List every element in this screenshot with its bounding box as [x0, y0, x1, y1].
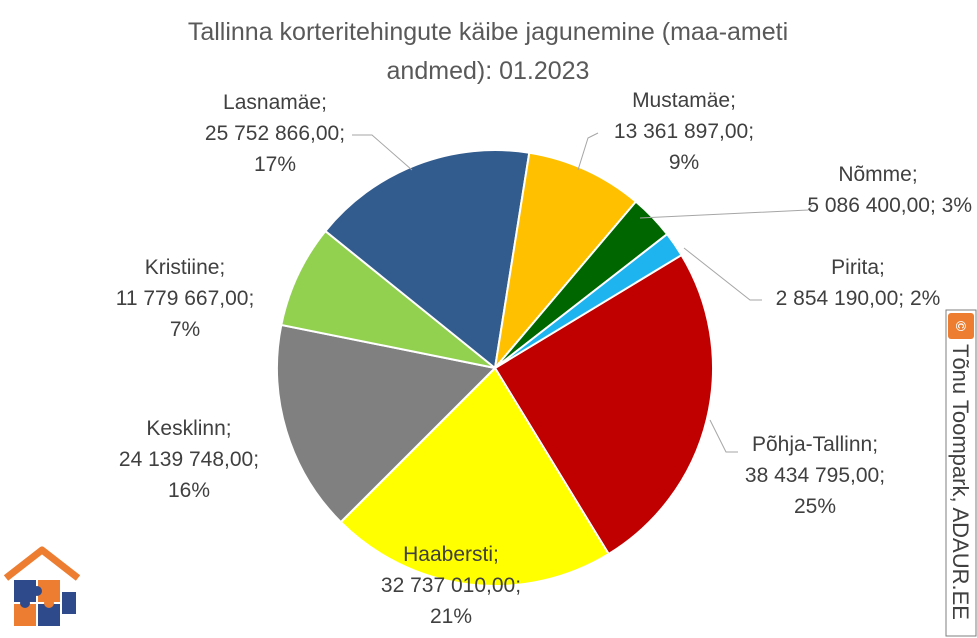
- leader-line-lasnamae: [352, 134, 413, 171]
- label-kristiine-value: 11 779 667,00;: [116, 287, 255, 310]
- leader-line-mustamae: [577, 132, 599, 171]
- leader-line-pirita: [683, 247, 762, 301]
- label-pirita-value: 2 854 190,00; 2%: [776, 287, 941, 310]
- credit-text: Tõnu Toompark, ADAUR.EE: [948, 344, 973, 620]
- pie-slice-pirita: [494, 232, 683, 369]
- copyright-symbol: ©: [953, 321, 969, 332]
- logo-puzzle-knob-3: [20, 598, 30, 608]
- label-lasnamae-value: 25 752 866,00;: [205, 122, 345, 145]
- logo-puzzle-piece-2: [38, 580, 60, 602]
- logo-puzzle-knob-1: [32, 586, 42, 596]
- logo-puzzle-piece-1: [14, 580, 36, 602]
- label-pohja-tallinn-value: 38 434 795,00;: [745, 464, 885, 487]
- leader-line-pohja-tallinn: [709, 419, 738, 453]
- label-nomme-value: 5 086 400,00; 3%: [807, 194, 972, 217]
- label-lasnamae-name: Lasnamäe;: [223, 91, 327, 114]
- label-nomme-name: Nõmme;: [838, 163, 917, 186]
- pie-slice-pohja-tallinn: [493, 253, 714, 556]
- pie-slice-kesklinn: [276, 323, 498, 524]
- label-kristiine-percent: 7%: [170, 318, 200, 341]
- label-mustamae-value: 13 361 897,00;: [614, 120, 754, 143]
- label-pohja-tallinn-name: Põhja-Tallinn;: [752, 433, 878, 456]
- label-haabersti-value: 32 737 010,00;: [381, 574, 521, 597]
- leader-lines: [352, 132, 813, 453]
- pie-slices: [276, 149, 714, 587]
- pie-slice-lasnamae: [323, 149, 531, 370]
- chart-title-line-2: andmed): 01.2023: [387, 57, 590, 85]
- adaur-house-puzzle-logo: [3, 546, 81, 626]
- pie-slice-kristiine: [280, 229, 496, 369]
- copyright-badge: [948, 313, 974, 339]
- credit-box: [945, 309, 977, 637]
- label-haabersti-name: Haabersti;: [403, 543, 499, 566]
- logo-puzzle-piece-3: [14, 604, 36, 626]
- label-haabersti-percent: 21%: [430, 605, 472, 628]
- logo-puzzle-knob-2: [44, 598, 54, 608]
- logo-puzzle-piece-4: [38, 604, 60, 626]
- credit-watermark: © Tõnu Toompark, ADAUR.EE: [945, 309, 977, 637]
- leader-line-nomme: [639, 204, 813, 219]
- label-pirita-name: Pirita;: [831, 256, 885, 279]
- label-kesklinn-name: Kesklinn;: [146, 417, 231, 440]
- pie-slice-mustamae: [493, 151, 638, 372]
- label-kesklinn-value: 24 139 748,00;: [119, 448, 259, 471]
- label-kesklinn-percent: 16%: [168, 479, 210, 502]
- label-lasnamae-percent: 17%: [254, 153, 296, 176]
- logo-roof: [3, 546, 81, 581]
- label-kristiine-name: Kristiine;: [145, 256, 226, 279]
- chart-title-line-1: Tallinna korteritehingute käibe jagunemi…: [188, 18, 788, 46]
- pie-slice-haabersti: [339, 366, 611, 587]
- data-labels: Lasnamäe; 25 752 866,00; 17% Mustamäe; 1…: [116, 89, 972, 628]
- label-pohja-tallinn-percent: 25%: [794, 495, 836, 518]
- label-mustamae-name: Mustamäe;: [632, 89, 736, 112]
- label-mustamae-percent: 9%: [669, 151, 699, 174]
- logo-puzzle-piece-5: [62, 592, 76, 614]
